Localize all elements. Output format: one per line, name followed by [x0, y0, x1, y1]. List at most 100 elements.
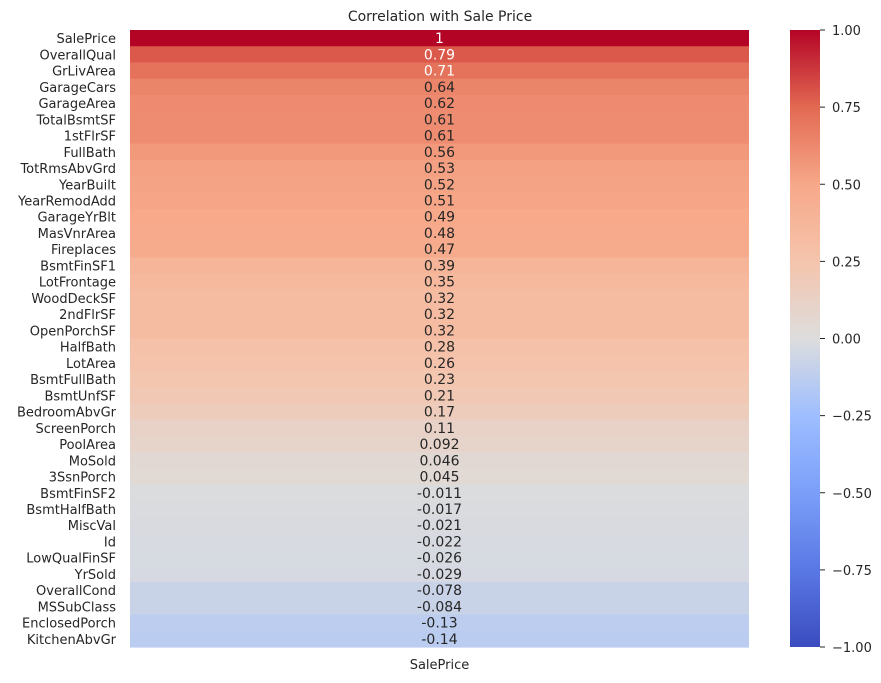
heatmap-cell [130, 582, 749, 599]
cell-value-label: 0.092 [419, 437, 459, 453]
y-axis-tick-labels: SalePriceOverallQualGrLivAreaGarageCarsG… [17, 32, 117, 648]
heatmap-cell [130, 46, 749, 64]
heatmap-cell [130, 62, 749, 80]
y-tick-label: 2ndFlrSF [59, 308, 116, 323]
y-tick-label: HalfBath [60, 341, 116, 356]
heatmap-cell [130, 159, 749, 177]
heatmap-cell [130, 192, 749, 210]
heatmap-cell [130, 338, 749, 356]
cell-value-label: 0.61 [424, 129, 455, 145]
heatmap-cell [130, 289, 749, 307]
y-tick-label: TotalBsmtSF [35, 113, 116, 128]
heatmap-cell [130, 224, 749, 242]
cell-value-label: 0.51 [424, 193, 455, 209]
heatmap-cell [130, 387, 749, 405]
cell-value-label: -0.084 [417, 599, 462, 615]
colorbar-tick-label: 1.00 [832, 24, 861, 39]
heatmap-cell [130, 127, 749, 145]
cell-value-label: 0.53 [424, 161, 455, 177]
cell-value-label: -0.026 [417, 551, 462, 567]
y-tick-label: SalePrice [56, 32, 116, 47]
heatmap-cell [130, 306, 749, 323]
colorbar-tick-label: 0.75 [832, 101, 861, 116]
y-tick-label: BsmtFinSF1 [40, 259, 116, 274]
y-tick-label: Id [104, 535, 116, 550]
heatmap-cell [130, 94, 749, 112]
heatmap-cell [130, 257, 749, 275]
cell-value-label: 0.045 [419, 470, 459, 486]
cell-value-label: 0.32 [424, 307, 455, 323]
cell-value-label: 0.39 [424, 258, 455, 274]
heatmap-cell [130, 614, 749, 632]
y-tick-label: OverallQual [39, 48, 116, 63]
cell-value-label: -0.078 [417, 583, 462, 599]
heatmap-cell [130, 403, 749, 421]
heatmap-cell [130, 533, 749, 551]
heatmap-cell [130, 176, 749, 193]
cell-value-label: 0.17 [424, 405, 455, 421]
heatmap-cell [130, 419, 749, 437]
heatmap-cell [130, 354, 749, 372]
heatmap-cells [130, 30, 749, 648]
y-tick-label: PoolArea [59, 438, 116, 453]
heatmap-cell [130, 322, 749, 340]
y-tick-label: MasVnrArea [38, 227, 116, 242]
y-tick-label: BsmtUnfSF [44, 389, 116, 404]
y-tick-label: TotRmsAbvGrd [19, 162, 116, 177]
heatmap-cell [130, 208, 749, 226]
cell-value-label: 0.48 [424, 226, 455, 242]
cell-value-label: -0.022 [417, 534, 462, 550]
y-tick-label: ScreenPorch [36, 422, 116, 437]
cell-value-label: -0.011 [417, 486, 462, 502]
cell-value-label: 0.32 [424, 291, 455, 307]
y-tick-label: WoodDeckSF [31, 292, 116, 307]
y-tick-label: OpenPorchSF [30, 324, 116, 339]
heatmap-cell [130, 484, 749, 502]
heatmap-cell [130, 143, 749, 161]
y-tick-label: EnclosedPorch [22, 617, 116, 632]
cell-value-label: 0.35 [424, 275, 455, 291]
cell-value-label: 0.28 [424, 340, 455, 356]
chart-title: Correlation with Sale Price [348, 9, 532, 25]
y-tick-label: BsmtFinSF2 [40, 487, 116, 502]
colorbar-tick-label: −0.50 [832, 487, 872, 502]
heatmap-cell [130, 598, 749, 616]
y-tick-label: 3SsnPorch [49, 471, 116, 486]
cell-value-label: 0.56 [424, 145, 455, 161]
cell-value-label: 0.62 [424, 96, 455, 112]
cell-value-label: 0.79 [424, 47, 455, 63]
heatmap-cell [130, 500, 749, 518]
colorbar-tick-label: −0.25 [832, 410, 872, 425]
y-tick-label: YrSold [74, 568, 116, 583]
cell-value-label: 0.11 [424, 421, 455, 437]
cell-value-label: -0.029 [417, 567, 462, 583]
cell-value-label: 0.47 [424, 242, 455, 258]
y-tick-label: GarageCars [39, 81, 116, 96]
y-tick-label: Fireplaces [51, 243, 116, 258]
cell-value-label: -0.14 [421, 632, 457, 648]
heatmap-cell [130, 630, 749, 648]
heatmap-cell [130, 435, 749, 453]
colorbar-ticks: 1.00 0.75 0.50 0.25 0.00 −0.25 −0.50 −0.75 −1.00 [820, 24, 872, 656]
cell-value-label: 0.52 [424, 177, 455, 193]
heatmap-cell [130, 468, 749, 486]
y-tick-label: LowQualFinSF [26, 552, 116, 567]
heatmap-cell [130, 78, 749, 96]
colorbar-tick-label: −1.00 [832, 641, 872, 656]
heatmap-cell [130, 241, 749, 258]
heatmap-cell [130, 111, 749, 129]
y-tick-label: MoSold [69, 454, 116, 469]
y-tick-label: MSSubClass [38, 600, 117, 615]
y-tick-label: GrLivArea [52, 65, 116, 80]
cell-value-label: 0.21 [424, 388, 455, 404]
cell-value-label: 0.49 [424, 210, 455, 226]
heatmap-cell [130, 30, 749, 47]
heatmap-cell [130, 565, 749, 583]
colorbar [790, 30, 820, 647]
y-tick-label: FullBath [64, 146, 116, 161]
cell-value-label: -0.13 [421, 616, 457, 632]
y-tick-label: YearRemodAdd [17, 194, 116, 209]
heatmap-cell-labels: 10.790.710.640.620.610.610.560.530.520.5… [417, 31, 462, 648]
cell-value-label: 0.26 [424, 356, 455, 372]
